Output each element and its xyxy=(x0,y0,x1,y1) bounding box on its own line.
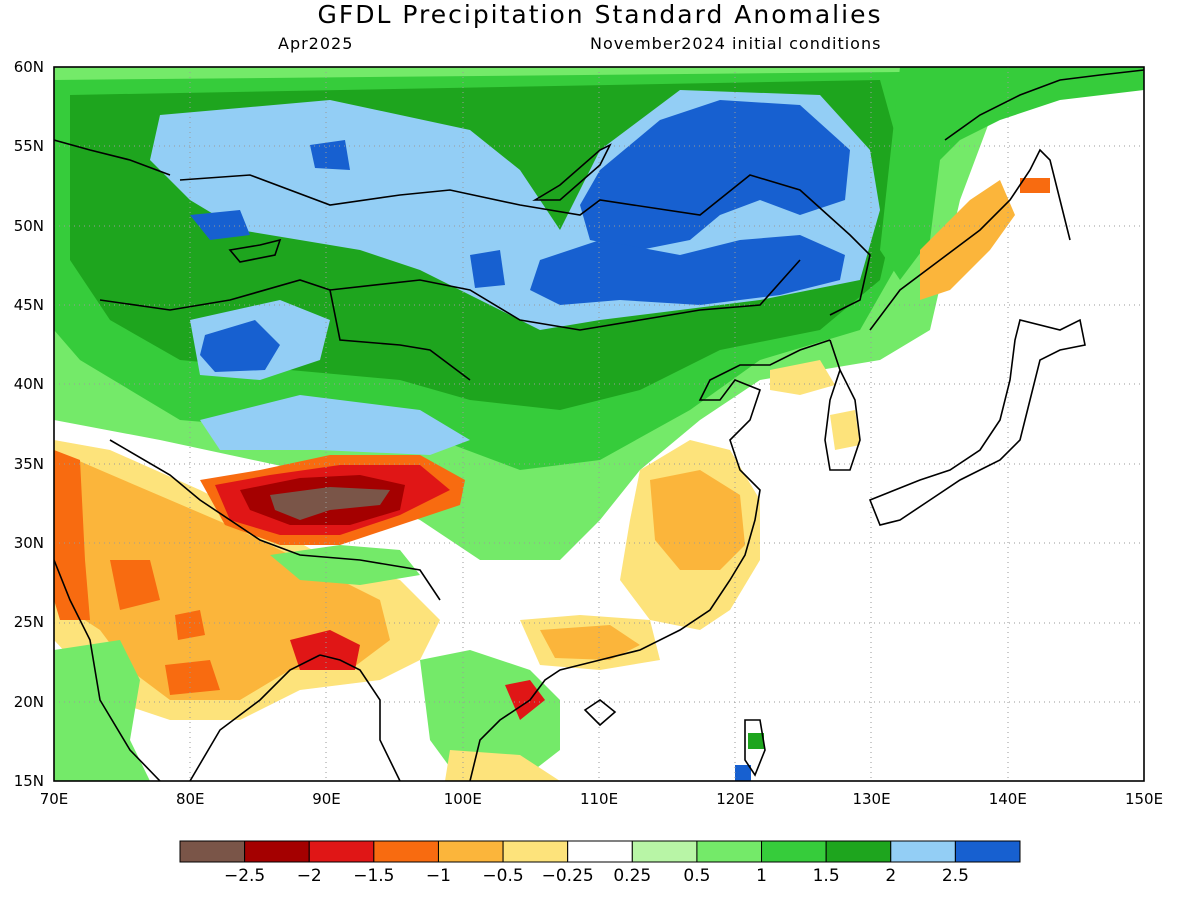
lat-label: 40N xyxy=(13,375,44,394)
colorbar xyxy=(179,840,1021,863)
lat-label: 30N xyxy=(13,534,44,552)
colorbar-swatch xyxy=(502,840,569,863)
lat-label: 60N xyxy=(13,58,44,76)
region-darkblue-kazakh xyxy=(200,320,280,372)
colorbar-swatch xyxy=(308,840,375,863)
region-southwest-green xyxy=(54,640,150,781)
colorbar-swatch xyxy=(631,840,698,863)
region-india-red1 xyxy=(54,450,90,620)
region-seasia-yellow xyxy=(445,750,560,781)
map-frame xyxy=(53,66,1145,782)
lat-label: 45N xyxy=(13,296,44,314)
lon-label: 130E xyxy=(852,790,891,808)
lon-label: 70E xyxy=(39,790,69,808)
colorbar-label: 0.5 xyxy=(683,866,711,886)
lon-label: 110E xyxy=(579,790,619,808)
colorbar-label: −1 xyxy=(425,866,451,886)
region-india-red3 xyxy=(165,660,220,695)
colorbar-swatch xyxy=(437,840,504,863)
colorbar-swatch xyxy=(244,840,310,863)
region-eastchina-orange xyxy=(650,470,745,570)
region-fareast-red xyxy=(1020,178,1050,193)
lon-label: 100E xyxy=(443,790,482,808)
region-india-red4 xyxy=(175,610,205,640)
initial-conditions: November2024 initial conditions xyxy=(590,34,882,53)
region-fareast-green xyxy=(880,67,1144,280)
colorbar-swatch xyxy=(890,840,956,863)
colorbar-swatch xyxy=(696,840,763,863)
colorbar-swatch xyxy=(761,840,827,863)
colorbar-label: 1.5 xyxy=(812,866,840,886)
lat-label: 20N xyxy=(13,692,44,711)
lat-label: 35N xyxy=(13,454,44,473)
lon-label: 90E xyxy=(312,790,341,808)
colorbar-label: −0.25 xyxy=(541,866,594,886)
region-lightblue-tarim xyxy=(200,395,470,455)
lat-label: 50N xyxy=(13,216,44,235)
lon-label: 80E xyxy=(175,790,205,808)
lon-label: 120E xyxy=(716,790,755,808)
region-korea-south-yellow xyxy=(830,410,860,450)
region-darkblue-small3 xyxy=(470,250,505,288)
coastlines xyxy=(54,69,1144,781)
colorbar-label: 2 xyxy=(885,866,897,886)
region-india-red2 xyxy=(110,560,160,610)
region-taiwan-green xyxy=(748,733,764,749)
lat-label: 25N xyxy=(13,613,44,632)
colorbar-label: −1.5 xyxy=(353,866,395,886)
lat-label: 15N xyxy=(13,772,44,790)
region-southchina-orange xyxy=(540,625,640,660)
region-darkblue-mongolia xyxy=(580,100,850,250)
anomaly-field xyxy=(54,67,1144,781)
colorbar-swatch xyxy=(825,840,892,863)
colorbar-swatch xyxy=(373,840,439,863)
lat-label: 55N xyxy=(13,137,44,156)
region-darkblue-small1 xyxy=(190,210,250,240)
region-bangladesh-red xyxy=(290,630,360,670)
region-darkblue-mongolia-south xyxy=(530,235,845,305)
colorbar-swatch xyxy=(954,840,1021,863)
colorbar-swatch xyxy=(567,840,633,863)
colorbar-label: −0.5 xyxy=(482,866,524,886)
gridlines xyxy=(54,67,1144,781)
map-title: GFDL Precipitation Standard Anomalies xyxy=(317,0,883,29)
forecast-month: Apr2025 xyxy=(278,34,354,53)
region-korea-yellow xyxy=(770,360,835,395)
colorbar-label: 2.5 xyxy=(941,866,969,886)
region-tibet-brown xyxy=(270,487,390,520)
region-luzon-blue xyxy=(735,765,751,781)
colorbar-label: 0.25 xyxy=(613,866,652,886)
colorbar-label: 1 xyxy=(756,866,767,886)
lon-label: 150E xyxy=(1124,790,1164,808)
region-darkblue-small2 xyxy=(310,140,350,170)
colorbar-label: −2.5 xyxy=(223,866,266,886)
colorbar-swatch xyxy=(179,840,246,863)
lon-label: 140E xyxy=(988,790,1027,808)
region-seasia-red xyxy=(505,680,545,720)
colorbar-label: −2 xyxy=(296,866,322,886)
